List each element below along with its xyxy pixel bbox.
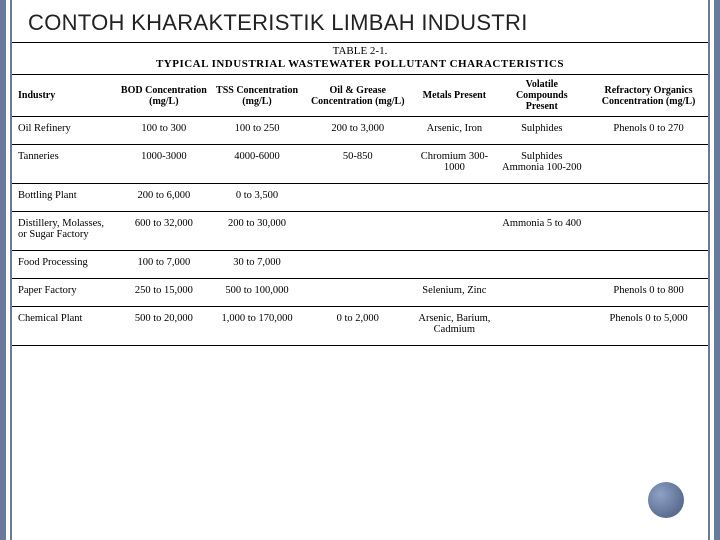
cell-refractory: Phenols 0 to 5,000: [587, 307, 710, 346]
cell-bod: 500 to 20,000: [117, 307, 211, 346]
cell-bod: 600 to 32,000: [117, 212, 211, 251]
table-row: Tanneries 1000-3000 4000-6000 50-850 Chr…: [10, 145, 710, 184]
cell-oil: [303, 212, 412, 251]
cell-refractory: [587, 212, 710, 251]
col-tss: TSS Concentration (mg/L): [211, 75, 303, 117]
cell-tss: 200 to 30,000: [211, 212, 303, 251]
cell-industry: Tanneries: [10, 145, 117, 184]
cell-metals: Arsenic, Barium, Cadmium: [412, 307, 496, 346]
cell-refractory: [587, 251, 710, 279]
table-row: Bottling Plant 200 to 6,000 0 to 3,500: [10, 184, 710, 212]
cell-oil: [303, 184, 412, 212]
table-caption: TABLE 2-1.: [10, 43, 710, 58]
cell-tss: 100 to 250: [211, 117, 303, 145]
cell-metals: Selenium, Zinc: [412, 279, 496, 307]
cell-metals: [412, 212, 496, 251]
table-row: Oil Refinery 100 to 300 100 to 250 200 t…: [10, 117, 710, 145]
table-container: TABLE 2-1. TYPICAL INDUSTRIAL WASTEWATER…: [6, 42, 714, 346]
cell-tss: 4000-6000: [211, 145, 303, 184]
cell-volatile: [496, 184, 587, 212]
col-oil: Oil & Grease Concentration (mg/L): [303, 75, 412, 117]
slide-frame: CONTOH KHARAKTERISTIK LIMBAH INDUSTRI TA…: [0, 0, 720, 540]
col-refractory: Refractory Organics Concentration (mg/L): [587, 75, 710, 117]
cell-bod: 100 to 300: [117, 117, 211, 145]
cell-bod: 1000-3000: [117, 145, 211, 184]
col-bod: BOD Concentration (mg/L): [117, 75, 211, 117]
cell-metals: Arsenic, Iron: [412, 117, 496, 145]
col-metals: Metals Present: [412, 75, 496, 117]
cell-volatile: [496, 251, 587, 279]
cell-oil: 0 to 2,000: [303, 307, 412, 346]
table-header-row: Industry BOD Concentration (mg/L) TSS Co…: [10, 75, 710, 117]
col-industry: Industry: [10, 75, 117, 117]
data-table: Industry BOD Concentration (mg/L) TSS Co…: [10, 74, 710, 346]
cell-metals: Chromium 300-1000: [412, 145, 496, 184]
col-volatile: Volatile Compounds Present: [496, 75, 587, 117]
cell-metals: [412, 184, 496, 212]
cell-volatile: Sulphides: [496, 117, 587, 145]
cell-oil: [303, 279, 412, 307]
cell-refractory: [587, 184, 710, 212]
cell-refractory: Phenols 0 to 800: [587, 279, 710, 307]
cell-industry: Distillery, Molasses, or Sugar Factory: [10, 212, 117, 251]
cell-tss: 1,000 to 170,000: [211, 307, 303, 346]
table-row: Food Processing 100 to 7,000 30 to 7,000: [10, 251, 710, 279]
cell-volatile: [496, 307, 587, 346]
nav-dot-icon[interactable]: [648, 482, 684, 518]
cell-refractory: Phenols 0 to 270: [587, 117, 710, 145]
cell-bod: 100 to 7,000: [117, 251, 211, 279]
cell-tss: 30 to 7,000: [211, 251, 303, 279]
table-row: Distillery, Molasses, or Sugar Factory 6…: [10, 212, 710, 251]
cell-bod: 250 to 15,000: [117, 279, 211, 307]
cell-oil: 50-850: [303, 145, 412, 184]
cell-industry: Paper Factory: [10, 279, 117, 307]
cell-tss: 500 to 100,000: [211, 279, 303, 307]
cell-industry: Chemical Plant: [10, 307, 117, 346]
cell-refractory: [587, 145, 710, 184]
cell-industry: Oil Refinery: [10, 117, 117, 145]
table-row: Paper Factory 250 to 15,000 500 to 100,0…: [10, 279, 710, 307]
cell-oil: [303, 251, 412, 279]
cell-industry: Food Processing: [10, 251, 117, 279]
slide-title: CONTOH KHARAKTERISTIK LIMBAH INDUSTRI: [6, 0, 714, 42]
table-row: Chemical Plant 500 to 20,000 1,000 to 17…: [10, 307, 710, 346]
cell-oil: 200 to 3,000: [303, 117, 412, 145]
cell-volatile: Ammonia 5 to 400: [496, 212, 587, 251]
cell-volatile: [496, 279, 587, 307]
cell-bod: 200 to 6,000: [117, 184, 211, 212]
cell-metals: [412, 251, 496, 279]
table-title: TYPICAL INDUSTRIAL WASTEWATER POLLUTANT …: [10, 58, 710, 74]
cell-tss: 0 to 3,500: [211, 184, 303, 212]
cell-industry: Bottling Plant: [10, 184, 117, 212]
cell-volatile: Sulphides Ammonia 100-200: [496, 145, 587, 184]
